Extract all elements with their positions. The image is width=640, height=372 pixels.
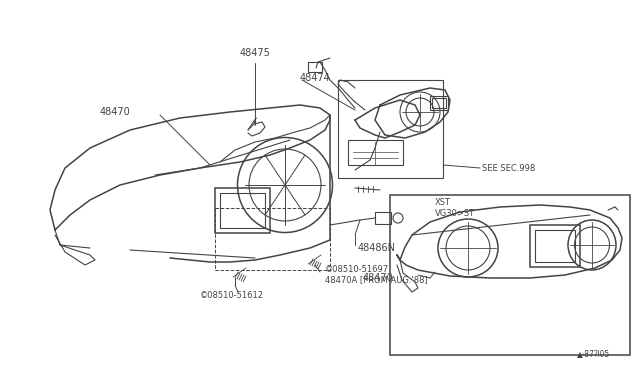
Text: 48470: 48470 — [100, 107, 131, 117]
Text: 48470: 48470 — [362, 273, 393, 283]
Text: VG30>ST: VG30>ST — [435, 208, 475, 218]
Bar — [535, 230, 575, 262]
Text: ▲·87⁈05: ▲·87⁈05 — [577, 349, 610, 358]
Bar — [430, 96, 448, 110]
Text: 48474: 48474 — [300, 73, 331, 83]
Text: 48470A [FROM AUG.'88]: 48470A [FROM AUG.'88] — [325, 276, 428, 285]
Bar — [220, 193, 265, 228]
Text: ©08510-51612: ©08510-51612 — [200, 292, 264, 301]
Bar — [215, 188, 270, 233]
Bar — [432, 98, 446, 108]
Bar — [338, 80, 443, 178]
Text: XST: XST — [435, 198, 451, 206]
Bar — [375, 212, 391, 224]
Bar — [308, 62, 322, 72]
Text: 48486N: 48486N — [358, 243, 396, 253]
Bar — [390, 195, 630, 355]
Text: SEE SEC.998: SEE SEC.998 — [482, 164, 535, 173]
Bar — [530, 225, 580, 267]
Text: 48475: 48475 — [239, 48, 271, 58]
Text: ©08510-51697: ©08510-51697 — [325, 266, 389, 275]
Bar — [348, 140, 403, 165]
